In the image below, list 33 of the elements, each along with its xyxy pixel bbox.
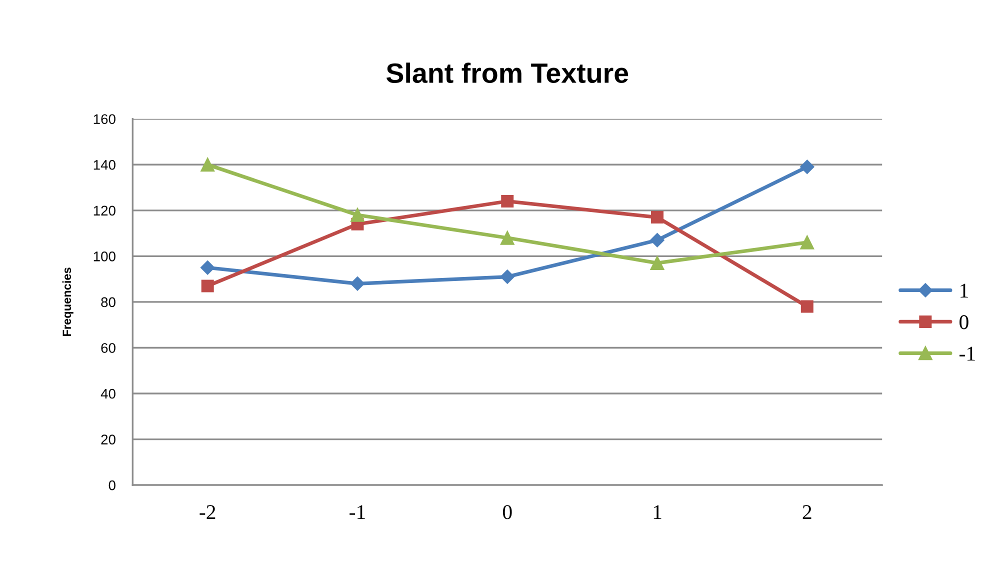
x-tick-label: 0: [502, 505, 512, 520]
y-axis-title: Frequencies: [62, 268, 74, 336]
point: [350, 276, 365, 291]
point: [650, 233, 664, 248]
point: [650, 256, 664, 270]
point: [201, 280, 214, 292]
legend-label: 1: [960, 284, 968, 298]
point: [651, 211, 664, 224]
y-tick-label: 60: [101, 343, 116, 353]
x-tick-label: -1: [350, 505, 365, 519]
y-tick-label: 80: [101, 297, 116, 308]
y-tick-label: 160: [94, 114, 116, 124]
legend-label: -1: [960, 346, 975, 361]
y-tick-label: 0: [108, 480, 116, 490]
point: [200, 260, 215, 275]
chart-title: Slant from Texture: [386, 62, 628, 84]
y-tick-label: 40: [100, 388, 116, 399]
point: [200, 158, 215, 172]
point: [501, 195, 514, 208]
point: [500, 230, 514, 245]
x-tick-label: 2: [802, 505, 812, 519]
x-tick-label: -2: [200, 505, 216, 519]
legend-label: 0: [960, 315, 968, 330]
point: [800, 300, 814, 313]
y-tick-label: 20: [101, 434, 116, 444]
y-tick-label: 140: [94, 160, 116, 170]
x-tick-label: 1: [654, 505, 662, 519]
point: [800, 160, 814, 174]
point: [500, 270, 514, 284]
y-tick-label: 100: [94, 252, 116, 262]
point: [350, 208, 364, 222]
y-tick-label: 120: [94, 206, 116, 216]
point: [800, 236, 814, 250]
